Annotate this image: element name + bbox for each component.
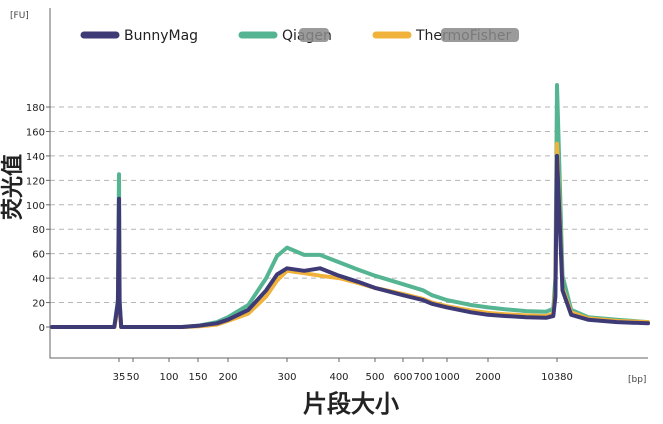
- redaction-block: [441, 28, 519, 42]
- x-tick-label: 1000: [434, 372, 459, 383]
- y-unit-label: [FU]: [10, 11, 29, 21]
- y-tick-label: 180: [26, 103, 45, 114]
- y-axis-title: 荧光值: [0, 154, 26, 220]
- x-tick-label: 35: [113, 372, 126, 383]
- x-tick-label: 300: [277, 372, 296, 383]
- y-tick-label: 60: [32, 250, 45, 261]
- series-lines: [50, 83, 650, 329]
- series-line-bunnymag: [50, 153, 650, 329]
- y-tick-label: 160: [26, 127, 45, 138]
- x-tick-label: 10380: [541, 372, 573, 383]
- legend-label: BunnyMag: [124, 28, 198, 44]
- y-tick-label: 120: [26, 176, 45, 187]
- x-tick-label: 200: [218, 372, 237, 383]
- x-tick-label: 50: [127, 372, 140, 383]
- y-tick-label: 80: [32, 225, 45, 236]
- plot-frame: [49, 8, 648, 359]
- axis-lines: [49, 8, 648, 359]
- redaction-block: [299, 28, 329, 42]
- x-tick-label: 700: [413, 372, 432, 383]
- y-tick-label: 0: [39, 323, 45, 334]
- grid-lines: [50, 106, 648, 304]
- x-tick-label: 150: [188, 372, 207, 383]
- x-tick-label: 600: [393, 372, 412, 383]
- y-tick-label: 100: [26, 201, 45, 212]
- x-axis-title: 片段大小: [303, 390, 399, 418]
- x-unit-label: [bp]: [628, 375, 646, 385]
- x-tick-label: 400: [329, 372, 348, 383]
- y-tick-label: 40: [32, 274, 45, 285]
- x-tick-label: 2000: [475, 372, 500, 383]
- x-tick-label: 500: [365, 372, 384, 383]
- legend: BunnyMagQiagenThermoFisher: [80, 28, 519, 44]
- y-tick-label: 20: [32, 299, 45, 310]
- y-tick-labels: 0 20 40 60 80 100 120 140 160 180: [26, 103, 50, 334]
- y-tick-label: 140: [26, 152, 45, 163]
- x-tick-labels: 35 50 100 150 200 300 400 500 600 700 1000 2000 1038…: [113, 358, 573, 383]
- x-tick-label: 100: [159, 372, 178, 383]
